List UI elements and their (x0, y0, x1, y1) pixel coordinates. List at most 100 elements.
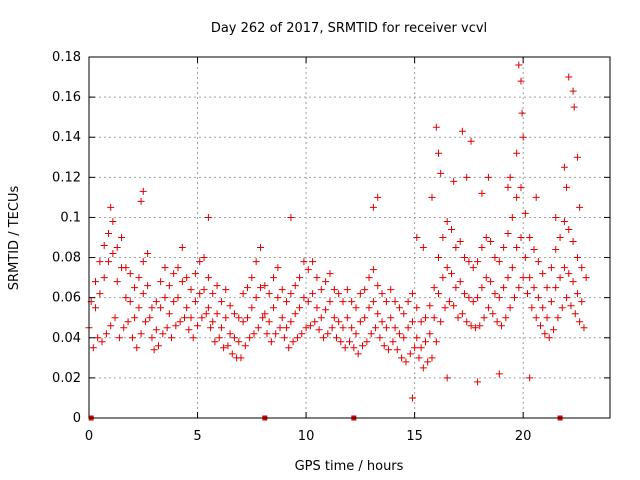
data-point (495, 294, 503, 302)
data-point (150, 346, 158, 354)
data-point (450, 177, 458, 185)
data-point (226, 330, 234, 338)
data-point (185, 326, 193, 334)
data-point (502, 314, 510, 322)
data-point (382, 298, 390, 306)
data-point (283, 324, 291, 332)
data-point (478, 244, 486, 252)
data-point (250, 330, 258, 338)
data-point (521, 254, 529, 262)
data-point (365, 274, 373, 282)
data-point (278, 286, 286, 294)
data-point (374, 310, 382, 318)
data-point (96, 258, 104, 266)
data-point (515, 284, 523, 292)
data-point (174, 264, 182, 272)
data-point (339, 298, 347, 306)
data-point (248, 274, 256, 282)
data-point (226, 302, 234, 310)
data-point (550, 326, 558, 334)
data-point (343, 286, 351, 294)
data-point (435, 290, 443, 298)
data-point (152, 298, 160, 306)
data-point (515, 61, 523, 69)
data-point (144, 250, 152, 258)
data-point (408, 290, 416, 298)
data-point (222, 314, 230, 322)
data-point (519, 274, 527, 282)
data-point (452, 284, 460, 292)
data-point (411, 344, 419, 352)
data-point (330, 286, 338, 294)
data-point (267, 338, 275, 346)
y-tick-label: 0 (73, 411, 81, 426)
data-point (135, 274, 143, 282)
data-point (452, 244, 460, 252)
data-point (526, 274, 534, 282)
data-point (118, 234, 126, 241)
data-point (454, 314, 462, 322)
y-tick-label: 0.14 (52, 130, 81, 145)
data-point (571, 310, 579, 318)
data-point (445, 298, 453, 306)
data-point (187, 314, 195, 322)
data-point (278, 314, 286, 322)
data-point (556, 234, 564, 241)
data-point (302, 324, 310, 332)
data-point (487, 238, 495, 246)
data-point (332, 334, 340, 342)
data-point (387, 314, 395, 322)
data-point (131, 284, 139, 292)
data-point (413, 304, 421, 312)
data-point (480, 314, 488, 322)
data-point (570, 103, 578, 111)
data-point (359, 342, 367, 350)
data-point (387, 286, 395, 294)
data-point (146, 314, 154, 322)
data-point (200, 286, 208, 294)
x-tick-label: 0 (85, 429, 93, 444)
data-point (135, 304, 143, 312)
data-point (482, 234, 490, 241)
data-point (139, 290, 147, 298)
data-point (417, 344, 425, 352)
data-point (211, 338, 219, 346)
data-point (92, 278, 100, 286)
data-point (543, 314, 551, 322)
data-point (474, 258, 482, 266)
data-point (558, 304, 566, 312)
data-point (526, 374, 534, 382)
data-point (500, 244, 508, 252)
data-point (296, 274, 304, 282)
data-point (448, 270, 456, 278)
data-point (335, 290, 343, 298)
data-point (450, 302, 458, 310)
data-point (319, 334, 327, 342)
data-point (402, 358, 410, 366)
data-point (280, 334, 288, 342)
data-point (510, 294, 518, 302)
data-point (372, 324, 380, 332)
data-point (196, 290, 204, 298)
data-point (120, 324, 128, 332)
data-point (337, 338, 345, 346)
data-point (504, 183, 512, 191)
data-point (346, 338, 353, 346)
data-point (324, 330, 332, 338)
data-point (113, 278, 121, 286)
data-point (421, 314, 429, 322)
data-point (465, 258, 473, 266)
data-point (207, 324, 215, 332)
data-point (315, 326, 323, 334)
data-point (400, 310, 408, 318)
data-point (300, 258, 308, 266)
data-point (107, 203, 115, 211)
data-point (237, 354, 245, 362)
data-point (439, 234, 447, 241)
data-point (530, 246, 538, 254)
data-point (339, 324, 347, 332)
data-point (352, 330, 360, 338)
data-point (113, 244, 121, 252)
data-point (200, 254, 208, 262)
data-point (565, 270, 573, 278)
